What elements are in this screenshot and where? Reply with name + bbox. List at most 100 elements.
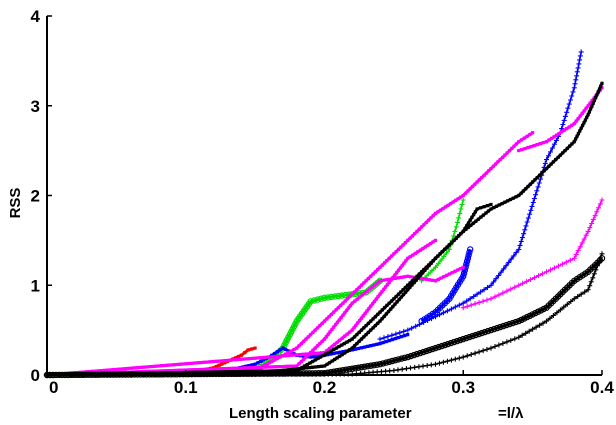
- data-point: [457, 336, 464, 344]
- data-point: [476, 217, 480, 221]
- data-point: [229, 366, 233, 370]
- data-point: [391, 275, 395, 280]
- data-point: [461, 193, 465, 198]
- data-point: [421, 246, 425, 251]
- data-point: [487, 326, 495, 334]
- data-point: [372, 343, 376, 347]
- data-point: [373, 324, 377, 328]
- data-point: [393, 302, 397, 306]
- data-point: [529, 203, 535, 209]
- data-point: [579, 126, 583, 130]
- data-point: [378, 265, 382, 269]
- data-point: [380, 317, 384, 321]
- data-point: [386, 309, 391, 314]
- data-point: [395, 300, 399, 304]
- data-point: [352, 326, 356, 330]
- data-point: [457, 234, 461, 238]
- data-point: [300, 365, 304, 370]
- data-point: [514, 195, 518, 199]
- data-point: [247, 366, 251, 370]
- data-point: [365, 289, 369, 293]
- data-point: [198, 370, 203, 374]
- data-point: [475, 330, 482, 338]
- data-point: [238, 357, 242, 361]
- data-point: [463, 261, 470, 268]
- data-point: [350, 348, 354, 352]
- data-point: [598, 255, 603, 261]
- data-point: [429, 261, 433, 265]
- data-point: [244, 366, 248, 370]
- data-point: [304, 355, 308, 359]
- data-point: [411, 253, 415, 257]
- data-point: [286, 349, 290, 353]
- data-point: [226, 358, 230, 362]
- data-point: [350, 337, 354, 341]
- data-point: [586, 104, 590, 108]
- data-point: [599, 197, 605, 203]
- data-point: [349, 291, 356, 298]
- data-point: [327, 346, 332, 351]
- data-point: [318, 324, 322, 328]
- data-point: [338, 350, 342, 354]
- data-point: [397, 330, 403, 336]
- data-point: [401, 243, 405, 247]
- data-point: [464, 303, 470, 309]
- data-point: [289, 349, 293, 353]
- data-point: [563, 149, 567, 153]
- data-point: [491, 279, 496, 285]
- data-point: [597, 201, 603, 207]
- data-point: [549, 162, 553, 166]
- data-point: [364, 363, 371, 370]
- data-point: [406, 274, 410, 278]
- data-point: [588, 101, 592, 105]
- data-point: [370, 285, 374, 289]
- data-point: [135, 366, 140, 370]
- data-point: [387, 277, 391, 281]
- data-point: [329, 312, 333, 316]
- y-tick-label: 1: [31, 276, 40, 295]
- data-point: [594, 96, 598, 100]
- data-point: [359, 328, 364, 332]
- data-point: [488, 282, 494, 288]
- data-point: [367, 362, 374, 369]
- data-point: [590, 217, 596, 223]
- data-point: [350, 292, 354, 296]
- data-point: [460, 273, 467, 280]
- data-point: [560, 130, 564, 134]
- data-point: [463, 258, 471, 265]
- x-tick-label: 0.3: [451, 378, 475, 397]
- data-point: [335, 340, 339, 344]
- data-point: [583, 232, 589, 238]
- data-point: [222, 367, 227, 371]
- data-point: [452, 356, 458, 362]
- data-point: [517, 193, 521, 198]
- data-point: [284, 347, 288, 352]
- data-point: [105, 368, 109, 372]
- data-point: [396, 292, 401, 296]
- data-point: [506, 199, 510, 203]
- data-point: [371, 326, 375, 330]
- data-point: [591, 101, 595, 105]
- data-point: [184, 362, 188, 366]
- data-point: [270, 359, 274, 364]
- data-point: [264, 362, 268, 367]
- data-point: [489, 167, 493, 171]
- data-point: [277, 354, 281, 358]
- data-point: [593, 267, 599, 273]
- data-point: [319, 351, 324, 355]
- data-point: [585, 228, 591, 234]
- data-point: [416, 364, 422, 370]
- data-point: [358, 364, 365, 371]
- data-point: [426, 271, 432, 277]
- data-point: [334, 323, 338, 327]
- data-point: [521, 231, 527, 237]
- data-point: [583, 118, 587, 122]
- data-point: [299, 342, 303, 346]
- data-point: [494, 162, 498, 166]
- data-point: [466, 189, 470, 193]
- data-point: [372, 299, 376, 303]
- data-point: [517, 149, 521, 153]
- data-point: [541, 141, 545, 145]
- data-point: [584, 106, 588, 110]
- data-point: [404, 259, 408, 263]
